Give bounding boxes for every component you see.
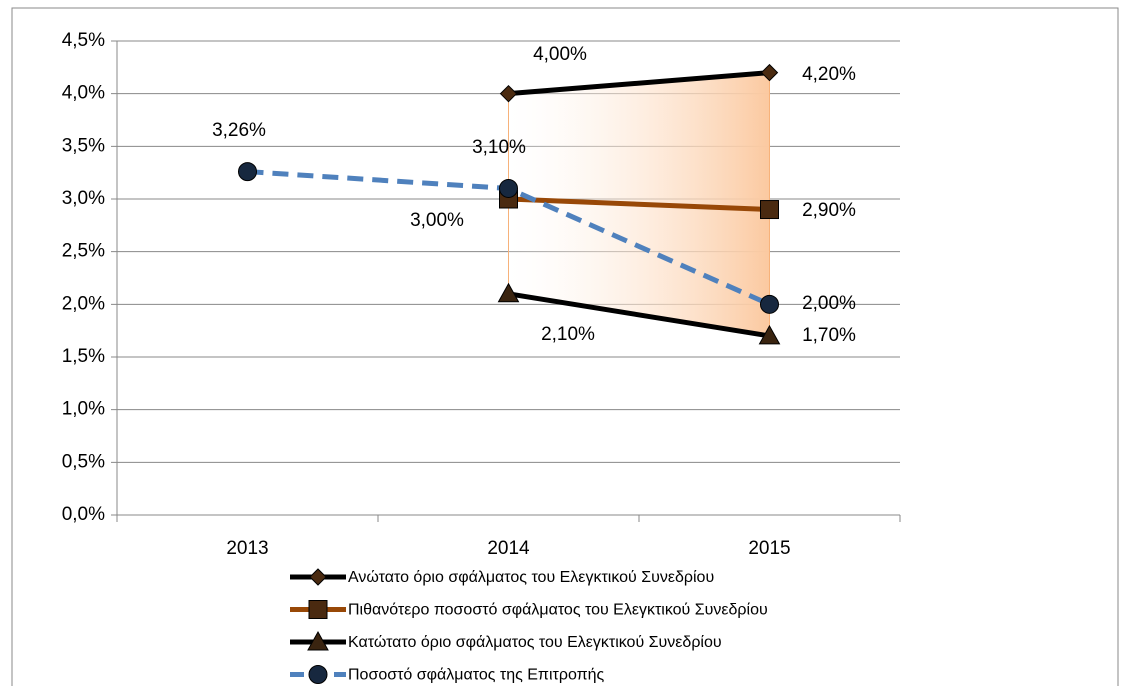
marker (760, 294, 779, 314)
marker (238, 162, 257, 182)
y-tick-label: 1,5% (62, 346, 105, 367)
data-label: 3,10% (472, 137, 526, 158)
legend-marker (309, 568, 327, 586)
data-label: 3,26% (212, 120, 266, 141)
marker (497, 282, 520, 303)
x-tick-label: 2013 (226, 538, 268, 559)
legend-label: Πιθανότερο ποσοστό σφάλματος του Ελεγκτι… (348, 602, 768, 619)
data-label: 2,90% (802, 200, 856, 221)
legend-label: Ανώτατο όριο σφάλματος του Ελεγκτικού Συ… (348, 569, 714, 586)
data-label: 2,10% (541, 324, 595, 345)
marker (499, 178, 518, 198)
legend-label: Ποσοστό σφάλματος της Επιτροπής (348, 667, 605, 684)
data-label: 3,00% (410, 210, 464, 231)
y-tick-label: 0,5% (62, 451, 105, 472)
data-label: 1,70% (802, 325, 856, 346)
marker (499, 84, 518, 103)
data-label: 2,00% (802, 293, 856, 314)
data-label: 4,20% (802, 64, 856, 85)
legend-label: Κατώτατο όριο σφάλματος του Ελεγκτικού Σ… (348, 634, 722, 651)
series-line (508, 196, 770, 213)
series-line (508, 291, 770, 339)
y-tick-label: 2,5% (62, 241, 105, 262)
y-tick-label: 1,0% (62, 399, 105, 420)
legend-marker (308, 665, 328, 684)
y-tick-label: 0,0% (62, 504, 105, 525)
y-tick-label: 2,0% (62, 293, 105, 314)
x-tick-label: 2014 (487, 538, 530, 559)
y-tick-label: 4,0% (62, 83, 105, 104)
marker (760, 200, 779, 220)
data-label: 4,00% (533, 44, 587, 65)
y-tick-label: 4,5% (62, 30, 105, 51)
x-tick-label: 2015 (748, 538, 790, 559)
series-line (508, 70, 770, 97)
y-tick-label: 3,0% (62, 188, 105, 209)
legend-marker (307, 630, 329, 651)
legend-marker (308, 600, 328, 619)
marker (760, 63, 779, 82)
marker (758, 324, 781, 345)
frame (11, 7, 1119, 686)
y-tick-label: 3,5% (62, 135, 105, 156)
